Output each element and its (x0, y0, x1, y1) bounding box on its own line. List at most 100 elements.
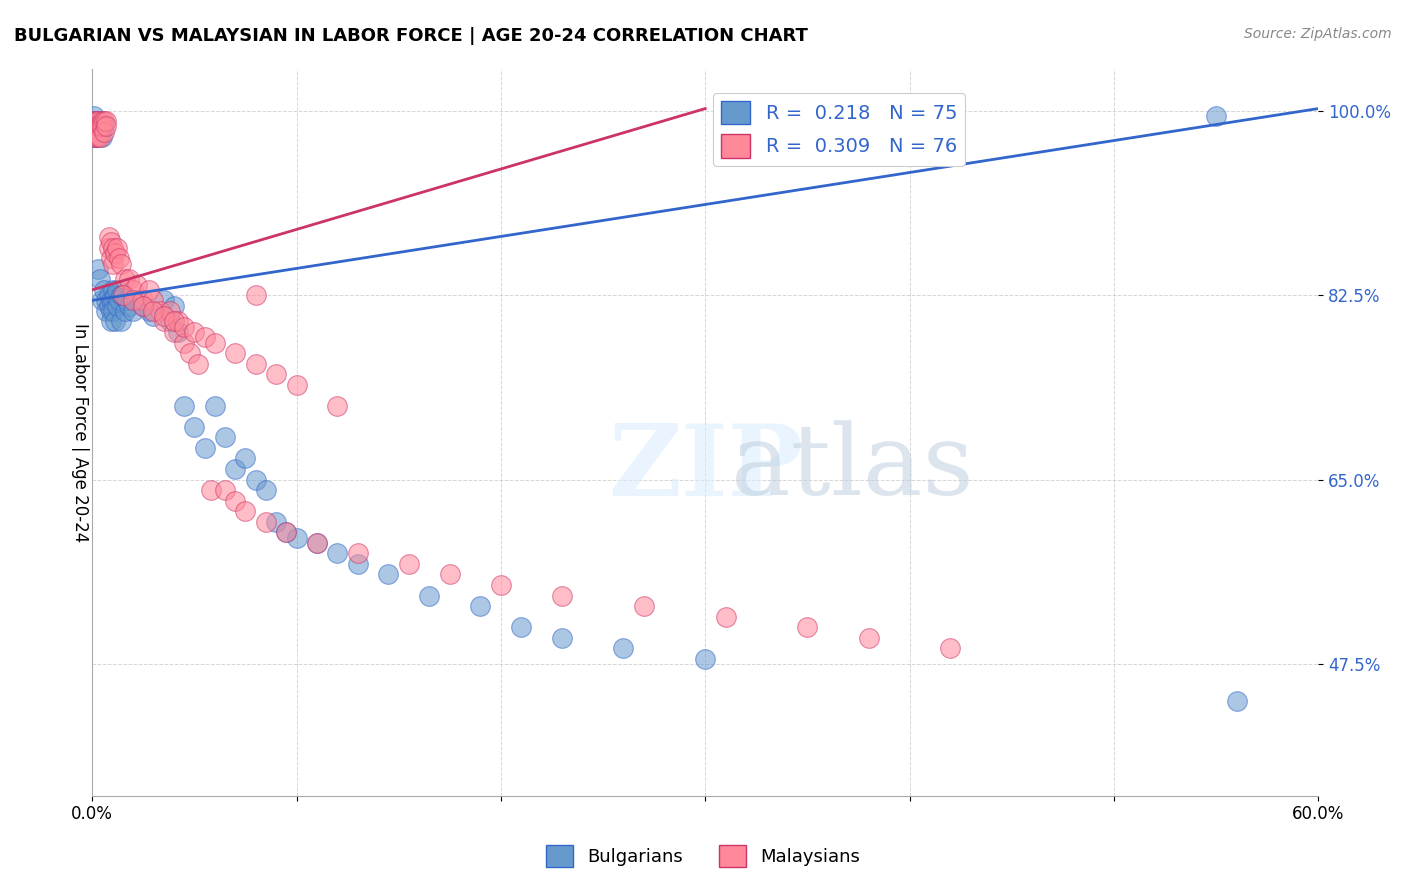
Bulgarians (107, 293, 129, 308)
Bulgarians (254, 483, 277, 497)
Malaysians (100, 235, 122, 250)
Malaysians (84, 120, 107, 134)
Malaysians (235, 504, 257, 518)
Malaysians (142, 304, 165, 318)
Bulgarians (111, 288, 134, 302)
Malaysians (93, 114, 115, 128)
Bulgarians (510, 620, 533, 634)
Malaysians (633, 599, 655, 613)
Malaysians (105, 241, 128, 255)
Malaysians (110, 256, 132, 270)
Bulgarians (87, 122, 110, 136)
Malaysians (83, 114, 105, 128)
Bulgarians (97, 299, 120, 313)
Malaysians (87, 114, 110, 128)
Bulgarians (235, 451, 257, 466)
Malaysians (200, 483, 222, 497)
Malaysians (97, 230, 120, 244)
Bulgarians (110, 314, 132, 328)
Malaysians (858, 631, 880, 645)
Bulgarians (93, 120, 115, 134)
Bulgarians (84, 130, 107, 145)
Bulgarians (96, 304, 118, 318)
Malaysians (122, 283, 145, 297)
Malaysians (83, 130, 105, 145)
Malaysians (489, 578, 512, 592)
Malaysians (149, 304, 172, 318)
Bulgarians (183, 420, 205, 434)
Malaysians (264, 367, 287, 381)
Bulgarians (224, 462, 246, 476)
Malaysians (91, 114, 114, 128)
Bulgarians (204, 399, 226, 413)
Malaysians (254, 515, 277, 529)
Malaysians (114, 272, 136, 286)
Bulgarians (91, 293, 114, 308)
Bulgarians (101, 293, 124, 308)
Bulgarians (84, 114, 107, 128)
Bulgarians (89, 125, 111, 139)
Malaysians (89, 120, 111, 134)
Bulgarians (695, 651, 717, 665)
Bulgarians (276, 525, 298, 540)
Bulgarians (377, 567, 399, 582)
Malaysians (152, 314, 174, 328)
Malaysians (132, 293, 155, 308)
Malaysians (107, 252, 129, 266)
Malaysians (132, 299, 155, 313)
Bulgarians (285, 531, 308, 545)
Malaysians (111, 288, 134, 302)
Bulgarians (91, 130, 114, 145)
Bulgarians (551, 631, 574, 645)
Bulgarians (418, 589, 440, 603)
Bulgarians (326, 546, 349, 560)
Malaysians (183, 325, 205, 339)
Bulgarians (115, 293, 138, 308)
Bulgarians (89, 114, 111, 128)
Malaysians (97, 241, 120, 255)
Malaysians (285, 377, 308, 392)
Bulgarians (96, 293, 118, 308)
Malaysians (305, 536, 328, 550)
Malaysians (83, 125, 105, 139)
Bulgarians (193, 441, 215, 455)
Malaysians (101, 256, 124, 270)
Malaysians (347, 546, 370, 560)
Text: ZIP: ZIP (607, 420, 803, 517)
Malaysians (96, 114, 118, 128)
Bulgarians (105, 283, 128, 297)
Malaysians (204, 335, 226, 350)
Bulgarians (347, 557, 370, 571)
Bulgarians (612, 641, 634, 656)
Bulgarians (93, 283, 115, 297)
Bulgarians (264, 515, 287, 529)
Bulgarians (87, 120, 110, 134)
Bulgarians (87, 127, 110, 141)
Malaysians (159, 304, 181, 318)
Bulgarians (470, 599, 492, 613)
Bulgarians (122, 304, 145, 318)
Bulgarians (83, 114, 105, 128)
Malaysians (127, 277, 149, 292)
Malaysians (173, 335, 195, 350)
Malaysians (276, 525, 298, 540)
Text: BULGARIAN VS MALAYSIAN IN LABOR FORCE | AGE 20-24 CORRELATION CHART: BULGARIAN VS MALAYSIAN IN LABOR FORCE | … (14, 27, 808, 45)
Malaysians (122, 293, 145, 308)
Malaysians (193, 330, 215, 344)
Bulgarians (87, 261, 110, 276)
Malaysians (118, 272, 141, 286)
Malaysians (214, 483, 236, 497)
Bulgarians (100, 304, 122, 318)
Bulgarians (132, 299, 155, 313)
Bulgarians (159, 314, 181, 328)
Malaysians (91, 120, 114, 134)
Bulgarians (245, 473, 267, 487)
Malaysians (100, 252, 122, 266)
Bulgarians (127, 293, 149, 308)
Bulgarians (101, 304, 124, 318)
Text: atlas: atlas (731, 421, 974, 516)
Bulgarians (100, 314, 122, 328)
Bulgarians (104, 314, 127, 328)
Bulgarians (101, 283, 124, 297)
Malaysians (138, 283, 160, 297)
